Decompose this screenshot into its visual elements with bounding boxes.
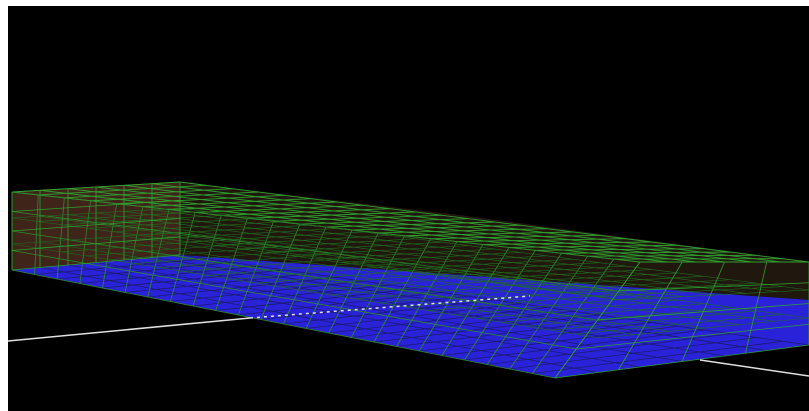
axis-line [7,317,251,342]
grid-line [39,216,652,299]
grid-line [576,323,809,350]
grid-line [179,231,809,319]
grid-line [11,243,601,339]
grid-line [554,344,809,379]
grid-line [123,211,747,294]
grid-line [11,218,181,232]
grid-line [95,186,725,263]
grid-line [151,233,775,322]
grid-line [67,239,670,332]
grid-line [123,235,740,325]
grid-line [151,209,778,292]
grid-line [179,181,809,263]
grid-line [11,269,556,379]
grid-line [123,259,725,357]
grid-line [67,214,684,297]
grid-line [95,262,683,362]
grid-line [11,211,619,292]
grid-line [179,207,809,291]
grid-line [95,212,715,296]
grid-line [11,199,181,212]
grid-line [11,250,577,350]
grid-line [597,303,809,321]
axis-line [249,295,531,319]
grid-line [67,264,640,368]
wireframe [11,181,809,379]
grid-line [11,230,598,321]
grid-line [179,254,809,346]
grid-line [39,267,598,373]
grid-line [618,282,809,292]
grid-line [39,241,635,335]
grid-line [11,254,181,271]
axis-line [699,359,809,377]
grid-line [11,236,181,251]
grid-line [11,181,181,193]
grid-line [151,183,781,263]
grid-line [123,184,753,263]
grid-line [11,217,621,301]
